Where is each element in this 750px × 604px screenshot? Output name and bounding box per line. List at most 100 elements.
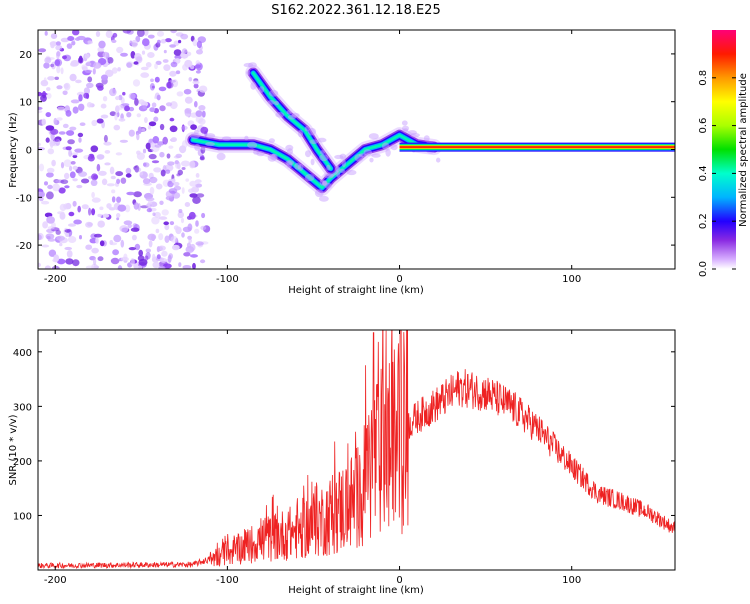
noise-blob (85, 221, 93, 228)
noise-blob (194, 179, 202, 184)
noise-blob (123, 220, 133, 226)
noise-blob (58, 187, 66, 194)
noise-blob (107, 57, 114, 64)
noise-blob (195, 241, 204, 246)
noise-blob (116, 196, 122, 203)
noise-blob (181, 187, 185, 194)
noise-blob (85, 244, 93, 250)
y-tick-label: -20 (16, 241, 32, 252)
noise-blob (86, 40, 93, 45)
spectrogram-y-label: Frequency (Hz) (8, 112, 19, 188)
noise-blob (157, 39, 161, 45)
noise-blob (130, 227, 140, 232)
noise-blob (95, 31, 101, 37)
noise-blob (104, 162, 111, 166)
noise-blob (84, 40, 88, 45)
noise-blob (139, 171, 144, 176)
noise-blob (165, 81, 174, 89)
noise-blob (72, 178, 78, 182)
noise-blob (38, 142, 42, 147)
noise-blob (182, 48, 188, 54)
noise-blob (47, 226, 55, 230)
colorbar-tick-label: 0.4 (698, 165, 709, 181)
noise-blob (180, 217, 185, 224)
noise-blob (113, 234, 122, 243)
noise-blob (196, 40, 202, 49)
noise-blob (79, 235, 82, 240)
noise-blob (133, 202, 139, 210)
noise-blob (38, 234, 42, 241)
noise-blob (142, 105, 147, 109)
noise-blob (112, 249, 119, 256)
noise-blob (188, 188, 195, 193)
noise-blob (162, 59, 169, 63)
noise-blob (99, 206, 104, 211)
noise-blob (98, 170, 107, 176)
noise-blob (169, 221, 175, 226)
noise-blob (78, 94, 83, 102)
noise-blob (52, 138, 59, 142)
noise-blob (75, 79, 82, 84)
track-halo (268, 138, 275, 143)
spectrogram-plot-area (38, 30, 675, 269)
colorbar-tick-label: 0.2 (698, 213, 709, 229)
noise-blob (54, 76, 59, 81)
noise-blob (64, 185, 70, 189)
noise-blob (62, 55, 67, 60)
noise-blob (72, 30, 80, 36)
noise-blob (60, 67, 64, 75)
track-halo (368, 133, 379, 140)
noise-blob (149, 186, 155, 195)
noise-blob (101, 178, 108, 186)
noise-blob (117, 104, 124, 110)
noise-blob (40, 94, 47, 102)
noise-blob (130, 51, 136, 59)
noise-blob (137, 126, 142, 134)
noise-blob (150, 78, 154, 83)
track-halo (274, 100, 279, 106)
noise-blob (71, 40, 76, 46)
noise-blob (147, 34, 155, 39)
noise-blob (200, 259, 206, 264)
noise-blob (182, 265, 192, 269)
noise-blob (159, 151, 165, 158)
noise-blob (109, 242, 118, 246)
track-halo (275, 112, 285, 118)
track-halo (189, 132, 200, 140)
noise-blob (72, 200, 77, 207)
noise-blob (122, 30, 132, 34)
noise-blob (45, 112, 52, 118)
noise-blob (43, 62, 50, 69)
noise-blob (184, 108, 192, 114)
noise-blob (97, 220, 105, 228)
noise-blob (116, 213, 121, 218)
noise-blob (120, 239, 125, 248)
track-halo (309, 139, 319, 144)
noise-blob (126, 62, 133, 68)
noise-blob (125, 167, 132, 174)
noise-blob (69, 165, 73, 172)
noise-blob (115, 96, 120, 101)
noise-blob (60, 37, 70, 43)
track-halo (297, 164, 304, 171)
noise-blob (147, 52, 155, 58)
noise-blob (96, 118, 104, 124)
track-halo (256, 151, 265, 157)
noise-blob (45, 137, 50, 143)
noise-blob (136, 152, 145, 160)
noise-blob (159, 200, 164, 205)
noise-blob (169, 101, 178, 110)
x-tick-label: -200 (44, 274, 67, 285)
noise-blob (46, 191, 54, 200)
noise-blob (46, 216, 55, 224)
noise-blob (115, 152, 123, 156)
noise-blob (117, 67, 121, 72)
noise-blob (142, 178, 151, 185)
track-halo (334, 166, 341, 173)
noise-blob (91, 197, 101, 203)
track-halo (322, 180, 328, 186)
noise-blob (63, 83, 69, 89)
noise-blob (195, 220, 199, 227)
noise-blob (77, 132, 84, 138)
